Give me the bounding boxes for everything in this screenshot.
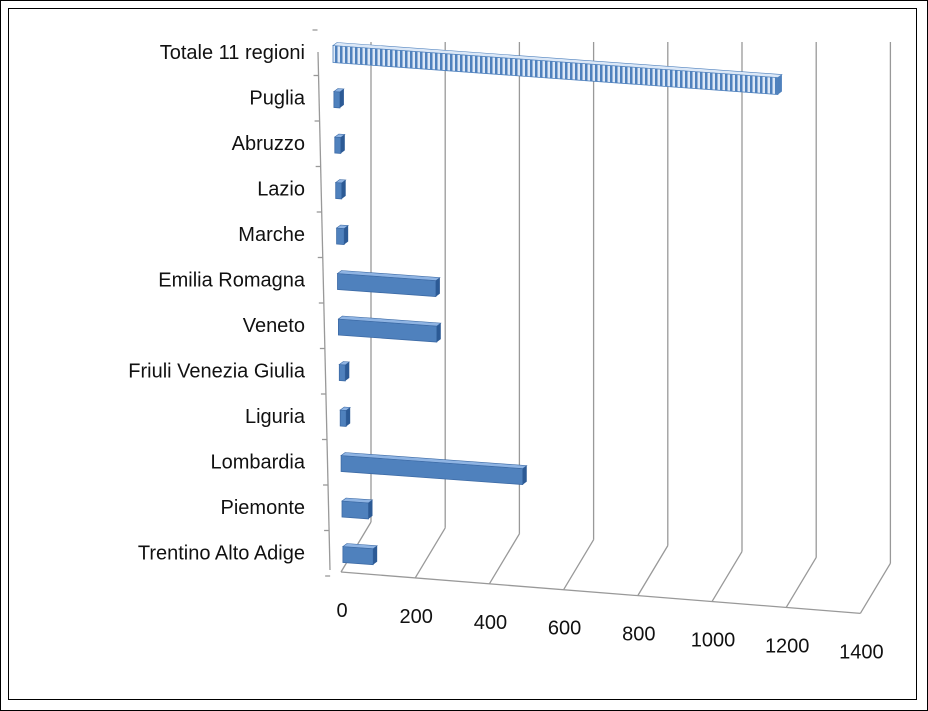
bar-front <box>342 546 374 566</box>
floor-gridline <box>414 527 446 579</box>
bar-front <box>334 136 342 154</box>
x-tick-label: 600 <box>548 618 581 640</box>
bars <box>332 42 783 566</box>
category-label: Totale 11 regioni <box>160 42 305 64</box>
x-tick-labels: 0 200 400 600 800 1000 1200 1400 <box>336 600 883 663</box>
bar-front <box>341 500 369 520</box>
x-tick-label: 200 <box>400 606 433 628</box>
bar-front <box>338 364 346 382</box>
x-tick-label: 1000 <box>691 630 736 652</box>
bar-side <box>522 465 527 485</box>
x-tick-label: 800 <box>622 624 655 646</box>
floor-gridline <box>637 545 669 596</box>
x-tick-label: 1400 <box>839 641 884 663</box>
bar <box>333 133 346 154</box>
category-label: Emilia Romagna <box>158 270 306 292</box>
bar <box>333 88 345 109</box>
category-label: Abruzzo <box>232 133 305 155</box>
bar-side <box>373 545 378 565</box>
bar <box>334 179 347 200</box>
bar <box>342 543 378 566</box>
category-label: Friuli Venezia Giulia <box>128 361 306 383</box>
gridlines <box>312 29 892 614</box>
bar-front <box>335 182 343 200</box>
bar-side <box>436 323 441 343</box>
floor-gridline <box>859 563 891 614</box>
chart-frame <box>8 8 917 700</box>
bar <box>335 224 349 245</box>
category-label: Puglia <box>249 88 305 110</box>
bar-side <box>339 88 344 108</box>
floor-gridline <box>711 551 743 602</box>
bar-front <box>336 227 345 245</box>
bar-front <box>333 91 341 109</box>
bar-side <box>341 179 346 199</box>
bar-side <box>435 277 440 297</box>
x-tick-label: 0 <box>336 600 347 622</box>
category-label: Marche <box>238 224 305 246</box>
category-label: Lombardia <box>210 452 305 474</box>
bar-side <box>346 407 351 427</box>
bar <box>337 315 442 343</box>
bar <box>341 497 374 520</box>
y-axis-line <box>317 51 331 571</box>
x-tick-label: 1200 <box>765 635 810 657</box>
floor-gridline <box>563 539 595 591</box>
category-labels: Totale 11 regioni Puglia Abruzzo Lazio March… <box>128 42 306 565</box>
floor-gridline <box>785 557 817 608</box>
category-label: Veneto <box>243 315 305 337</box>
category-label: Piemonte <box>221 497 306 519</box>
bar-side <box>345 361 350 381</box>
bar <box>340 452 528 486</box>
bar <box>339 406 352 427</box>
bar-front <box>339 409 347 427</box>
category-label: Liguria <box>245 406 306 428</box>
bar-side <box>344 225 349 245</box>
bar-side <box>340 134 345 154</box>
x-tick-label: 400 <box>474 612 507 634</box>
x-axis-line <box>340 571 861 614</box>
floor-gridline <box>488 533 520 585</box>
bar <box>338 361 351 382</box>
bar <box>332 42 783 95</box>
category-label: Trentino Alto Adige <box>138 543 305 565</box>
bar <box>336 270 441 298</box>
bar-side <box>777 74 782 95</box>
category-label: Lazio <box>257 179 305 201</box>
bar-side <box>368 499 373 519</box>
